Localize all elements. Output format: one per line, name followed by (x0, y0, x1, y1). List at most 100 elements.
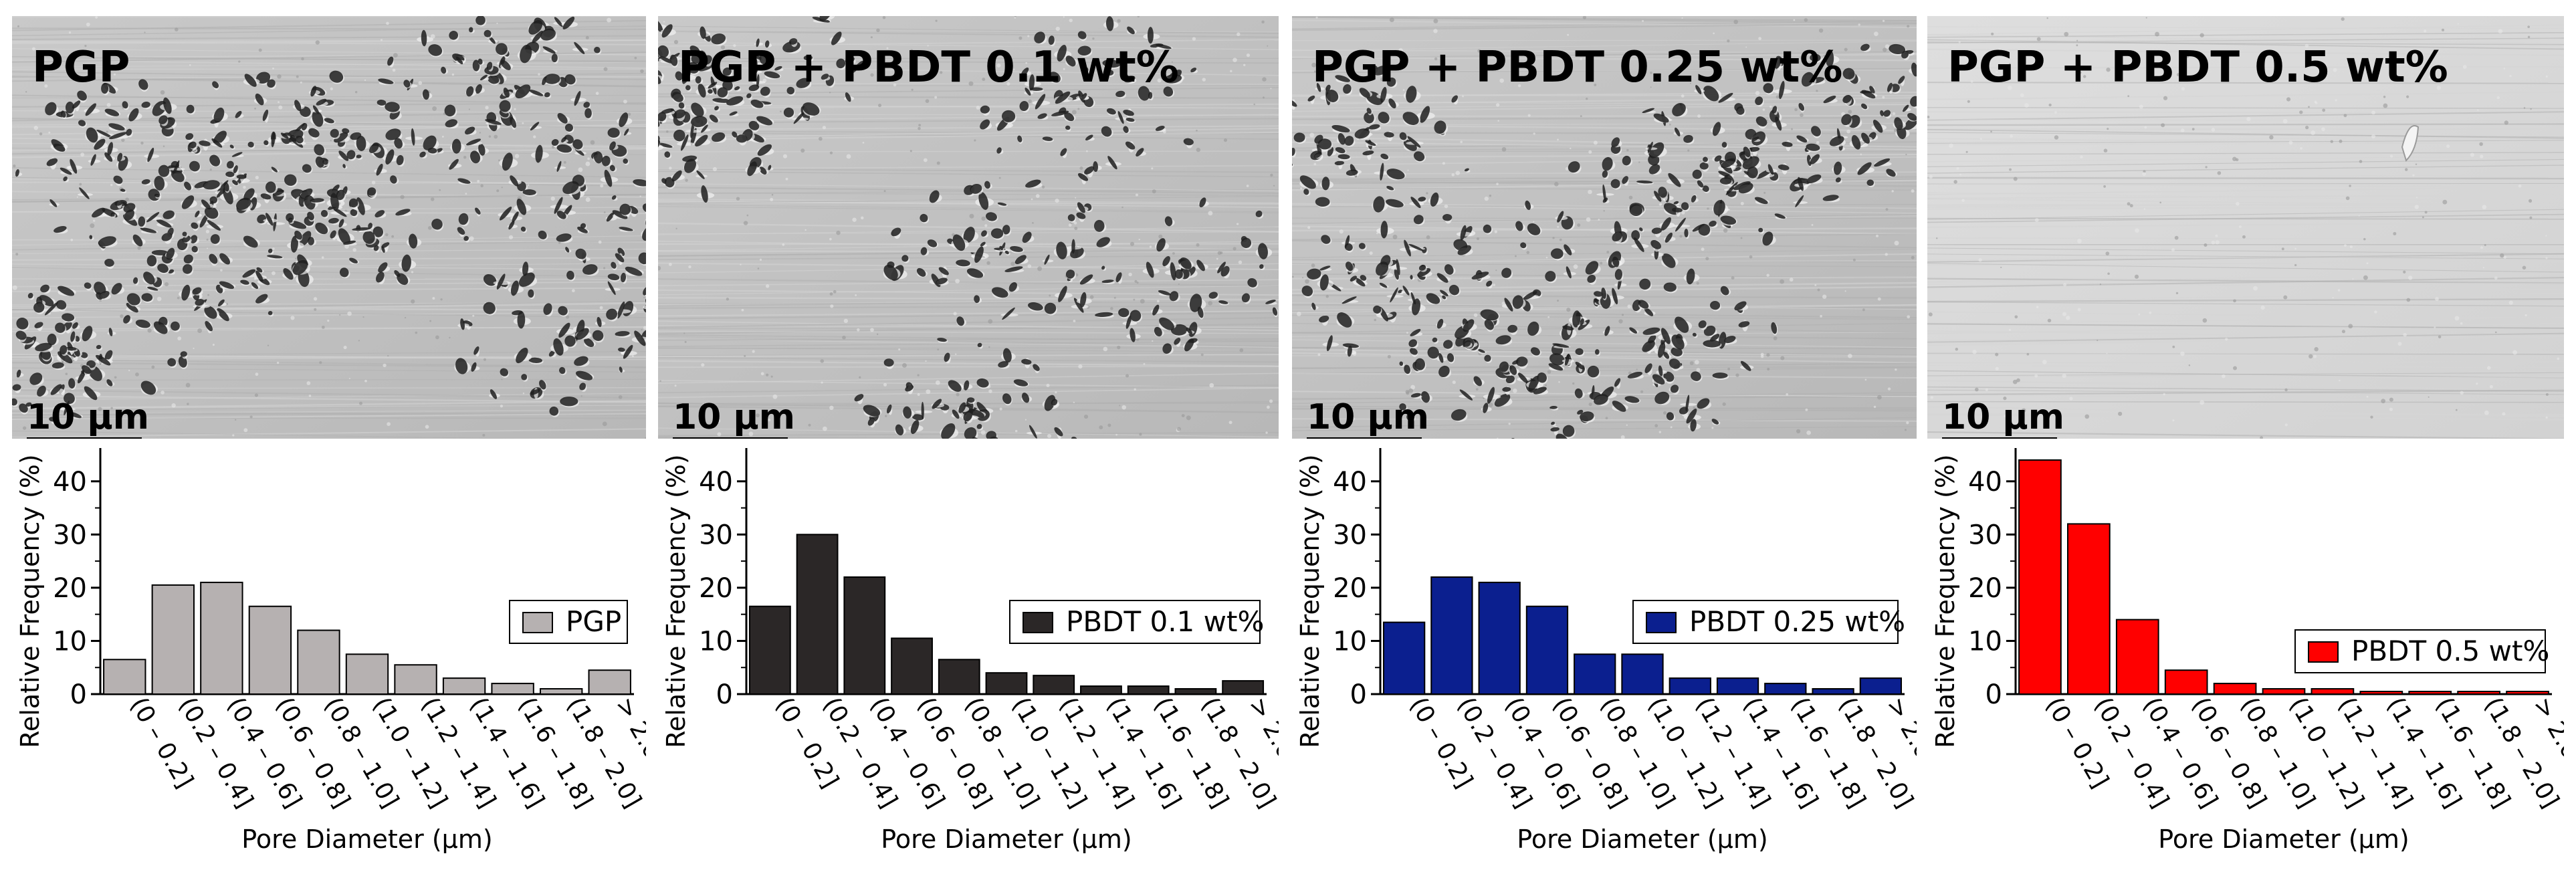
sem-pore (1610, 179, 1620, 189)
sem-pore (367, 187, 377, 196)
sem-speck (2460, 391, 2464, 395)
sem-speck (2191, 128, 2195, 131)
sem-scratch (1927, 91, 2564, 100)
sem-pore (120, 189, 126, 192)
sem-speck (137, 246, 141, 250)
sem-speck (1876, 234, 1879, 237)
sem-speck (1552, 237, 1555, 239)
sem-pore (1029, 425, 1037, 439)
sem-pore (1523, 291, 1537, 300)
sem-speck (1892, 112, 1896, 116)
sem-pore (911, 414, 924, 421)
y-tick-label: 40 (53, 467, 87, 498)
sem-speck (1701, 247, 1705, 251)
legend-swatch (1646, 612, 1677, 633)
sem-speck (1907, 315, 1911, 319)
sem-pore (689, 45, 700, 54)
sem-pore (84, 386, 98, 401)
sem-pore (516, 347, 528, 364)
sem-pore (1406, 86, 1417, 103)
sem-speck (2034, 218, 2039, 222)
sem-pore (1436, 273, 1448, 283)
sem-scratch (658, 125, 1279, 130)
sem-pore (1822, 195, 1839, 201)
sem-speck (988, 389, 992, 393)
sem-pore (324, 118, 334, 124)
sem-speck (1885, 253, 1888, 256)
sem-speck (1374, 318, 1377, 322)
sem-speck (1107, 423, 1111, 427)
sem-scratch (1292, 322, 1917, 333)
sem-speck (663, 21, 665, 23)
sem-pore (60, 345, 68, 355)
sem-speck (886, 47, 889, 49)
sem-speck (387, 422, 391, 427)
sem-speck (1723, 228, 1728, 233)
sem-pore (1408, 243, 1424, 251)
sem-speck (1978, 258, 1982, 262)
sem-pore (1721, 142, 1727, 148)
bar (1764, 683, 1807, 695)
sem-speck (1497, 120, 1499, 122)
sem-speck (1031, 198, 1033, 201)
sem-speck (1707, 207, 1709, 210)
sem-pore (289, 136, 304, 148)
sem-pore (1241, 237, 1252, 248)
sem-pore (154, 176, 165, 191)
sem-pore (390, 175, 397, 184)
bar (1574, 653, 1616, 695)
sem-speck (415, 331, 418, 334)
sem-pore (1612, 231, 1622, 242)
y-tick-label: 30 (1333, 520, 1367, 550)
sem-speck (380, 39, 383, 41)
sem-pore (1077, 202, 1085, 213)
sem-pore (544, 74, 560, 84)
sem-pore (1634, 237, 1644, 252)
sem-pore (530, 389, 540, 395)
sem-pore (1368, 124, 1380, 130)
sem-speck (477, 180, 480, 183)
sem-pore (802, 102, 820, 116)
sem-speck (804, 229, 807, 231)
sem-pore (1798, 102, 1805, 111)
sem-speck (1979, 138, 1982, 140)
sem-speck (327, 320, 330, 322)
sem-speck (658, 265, 661, 271)
sem-pore (1390, 287, 1398, 303)
sem-pore (1056, 241, 1067, 259)
sem-speck (2217, 171, 2222, 175)
sem-pore (106, 379, 113, 387)
sem-pore (1307, 95, 1315, 102)
sem-pore (1159, 317, 1174, 330)
sem-speck (1749, 255, 1753, 259)
sem-speck (1689, 361, 1694, 366)
sem-speck (1864, 378, 1867, 381)
sem-pore (551, 139, 559, 146)
sem-scratch (658, 387, 1279, 399)
sem-pore (1180, 257, 1192, 269)
sem-speck (2080, 155, 2083, 158)
sem-pore (189, 141, 197, 149)
sem-scratch (1292, 150, 1917, 152)
sem-pore (759, 167, 767, 175)
sem-speck (2195, 78, 2199, 82)
sem-speck (171, 403, 176, 408)
sem-pore (756, 38, 760, 47)
sem-speck (1642, 19, 1644, 22)
sem-speck (84, 45, 87, 47)
sem-speck (1906, 421, 1909, 425)
sem-image (1292, 16, 1917, 439)
sem-pore (158, 165, 170, 177)
sem-pore (1602, 170, 1608, 178)
sem-pore (1648, 164, 1660, 175)
bar (345, 653, 389, 695)
sem-pore (1107, 156, 1117, 170)
sem-pore (1668, 173, 1681, 187)
sem-speck (643, 296, 645, 299)
sem-speck (2142, 172, 2147, 177)
sem-speck (2482, 267, 2484, 269)
sem-speck (465, 193, 467, 195)
sem-speck (1697, 114, 1701, 118)
sem-pore (1720, 215, 1737, 225)
sem-micrograph: PGP + PBDT 0.5 wt% 10 µm (1927, 16, 2564, 439)
